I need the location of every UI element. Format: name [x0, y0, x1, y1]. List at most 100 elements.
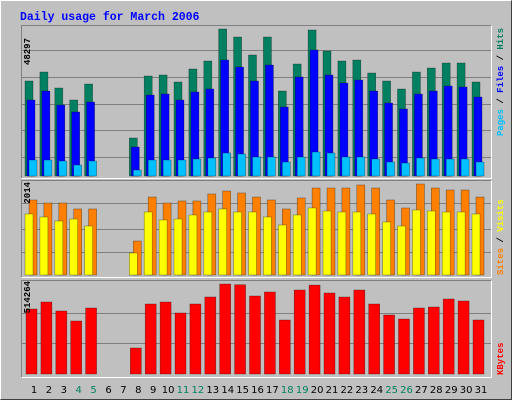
chart-title: Daily usage for March 2006 [20, 11, 200, 24]
x-tick-label: 29 [445, 385, 458, 396]
y-max-label: 514264 [23, 280, 33, 313]
panel-frame [21, 180, 492, 278]
bar [173, 218, 183, 276]
bar [88, 160, 97, 177]
bar [445, 158, 455, 177]
x-tick-label: 5 [90, 385, 96, 396]
bar [413, 307, 425, 375]
panel-frame [21, 180, 492, 278]
bar [427, 306, 440, 375]
x-tick-label: 19 [296, 385, 309, 396]
x-tick-label: 7 [120, 385, 126, 396]
bar [426, 210, 436, 276]
bar [460, 158, 470, 177]
bar [55, 310, 68, 375]
x-tick-label: 21 [326, 385, 339, 396]
x-tick-label: 20 [311, 385, 324, 396]
bar [25, 308, 38, 375]
bar [338, 296, 351, 375]
bar [296, 156, 306, 177]
legend: KBytes [496, 343, 506, 375]
bar [457, 300, 470, 375]
x-tick-label: 9 [150, 385, 156, 396]
panel-frame [21, 25, 492, 179]
bar [177, 159, 187, 177]
bar [188, 214, 198, 276]
bar [337, 211, 347, 276]
x-tick-label: 12 [192, 385, 205, 396]
bar [248, 211, 257, 276]
bar [133, 169, 142, 177]
bar [129, 252, 138, 276]
bar [442, 298, 455, 375]
bar [237, 153, 246, 177]
bar [456, 211, 466, 276]
bar [278, 319, 291, 375]
bar [277, 224, 287, 276]
bar [475, 161, 485, 177]
bar [143, 211, 153, 276]
bar [398, 318, 410, 375]
x-tick-label: 23 [355, 385, 368, 396]
bar [222, 152, 231, 177]
bar [311, 151, 321, 177]
bar [73, 164, 82, 177]
bar [263, 216, 272, 276]
bar [162, 159, 172, 177]
bar [293, 289, 306, 375]
bar [356, 156, 366, 177]
x-tick-label: 25 [385, 385, 398, 396]
legend-entry: KBytes [496, 343, 506, 375]
bar [40, 301, 53, 375]
legend-entry: Sites [496, 248, 506, 275]
bar [84, 225, 93, 276]
bar [69, 218, 78, 276]
legend-entry: Pages [496, 109, 506, 136]
bar [386, 161, 395, 177]
bar [323, 292, 336, 375]
bar [130, 347, 142, 375]
bar [54, 220, 64, 276]
x-tick-label: 1 [31, 385, 37, 396]
bar [412, 209, 421, 276]
bar [85, 307, 97, 375]
x-tick-label: 24 [370, 385, 383, 396]
bar [24, 213, 34, 276]
legend-separator: / [496, 93, 506, 109]
x-tick-label: 15 [236, 385, 249, 396]
panel-frame [21, 280, 492, 378]
bar [308, 284, 321, 375]
bar [367, 213, 377, 276]
legend-separator: / [496, 50, 506, 66]
bar [189, 303, 202, 375]
bar [207, 157, 217, 177]
bar [218, 208, 227, 276]
x-tick-label: 22 [341, 385, 354, 396]
legend-entry: Files [496, 66, 506, 93]
bar [341, 156, 351, 177]
x-tick-label: 10 [162, 385, 175, 396]
bar [322, 210, 332, 276]
bar [326, 152, 336, 177]
bar [43, 159, 53, 177]
x-tick-label: 30 [460, 385, 473, 396]
bar [219, 283, 231, 375]
bar [416, 157, 425, 177]
bar [397, 225, 406, 276]
x-tick-label: 31 [475, 385, 488, 396]
legend-separator: / [496, 232, 506, 248]
bar [204, 296, 217, 375]
bar [368, 303, 381, 375]
y-max-label: 2014 [23, 181, 33, 203]
x-tick-label: 6 [105, 385, 111, 396]
bar [28, 159, 38, 177]
x-tick-label: 26 [400, 385, 413, 396]
bar [383, 314, 395, 375]
x-tick-label: 3 [61, 385, 67, 396]
bar [352, 211, 362, 276]
bar [264, 291, 276, 375]
bar [249, 295, 261, 375]
bar [472, 319, 485, 375]
